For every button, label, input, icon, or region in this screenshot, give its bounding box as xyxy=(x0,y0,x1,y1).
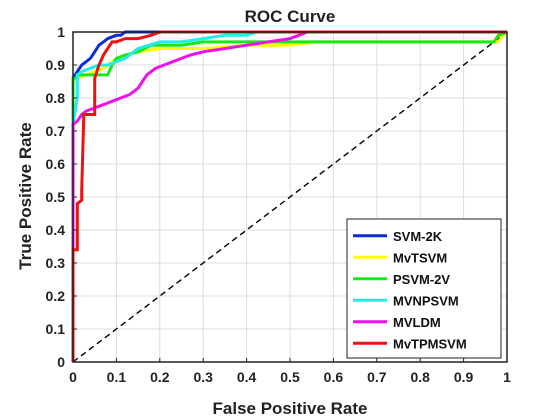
x-tick-label: 0.4 xyxy=(237,369,257,385)
x-tick-label: 0.8 xyxy=(410,369,430,385)
x-tick-label: 0 xyxy=(69,369,77,385)
x-tick-label: 0.2 xyxy=(150,369,170,385)
legend-box xyxy=(346,218,502,359)
x-tick-label: 0.9 xyxy=(454,369,474,385)
y-tick-label: 0.9 xyxy=(46,57,66,73)
y-tick-label: 0.2 xyxy=(46,288,66,304)
y-tick-label: 0.3 xyxy=(46,255,66,271)
legend-label: SVM-2K xyxy=(393,229,443,244)
y-tick-label: 0 xyxy=(57,354,65,370)
legend-label: MVLDM xyxy=(393,315,441,330)
legend: SVM-2K MvTSVM PSVM-2V MVNPSVM MVLDM MvTPMSVM xyxy=(346,218,502,359)
series-line-mvnpsvm xyxy=(71,30,507,362)
reference-diagonal xyxy=(72,31,508,363)
x-axis-label: False Positive Rate xyxy=(213,399,368,418)
legend-label: MVNPSVM xyxy=(393,293,459,308)
y-tick-label: 1 xyxy=(57,24,65,40)
x-tick-label: 0.1 xyxy=(107,369,127,385)
y-tick-label: 0.5 xyxy=(46,189,66,205)
series-line-mvtpmsvm xyxy=(71,30,507,362)
x-tick-label: 1 xyxy=(503,369,511,385)
y-tick-label: 0.4 xyxy=(46,222,66,238)
x-tick-label: 0.3 xyxy=(193,369,213,385)
legend-label: MvTPMSVM xyxy=(393,336,467,351)
x-tick-label: 0.7 xyxy=(367,369,387,385)
x-tick-label: 0.6 xyxy=(324,369,344,385)
y-tick-label: 0.7 xyxy=(46,123,66,139)
y-tick-label: 0.6 xyxy=(46,156,66,172)
chart-title: ROC Curve xyxy=(245,7,336,26)
x-tick-label: 0.5 xyxy=(280,369,300,385)
legend-label: PSVM-2V xyxy=(393,272,450,287)
series-lines xyxy=(71,30,508,362)
y-axis-ticks: 0 0.1 0.2 0.3 0.4 0.5 0.6 0.7 0.8 0.9 1 xyxy=(46,24,77,370)
y-tick-label: 0.8 xyxy=(46,90,66,106)
y-tick-label: 0.1 xyxy=(46,321,66,337)
x-axis-ticks: 0 0.1 0.2 0.3 0.4 0.5 0.6 0.7 0.8 0.9 1 xyxy=(69,358,511,385)
legend-label: MvTSVM xyxy=(393,250,447,265)
y-axis-label: True Positive Rate xyxy=(16,122,35,269)
series-line-mvldm xyxy=(71,30,507,362)
